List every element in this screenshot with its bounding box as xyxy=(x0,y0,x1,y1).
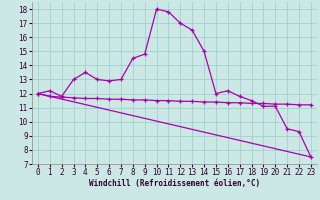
X-axis label: Windchill (Refroidissement éolien,°C): Windchill (Refroidissement éolien,°C) xyxy=(89,179,260,188)
